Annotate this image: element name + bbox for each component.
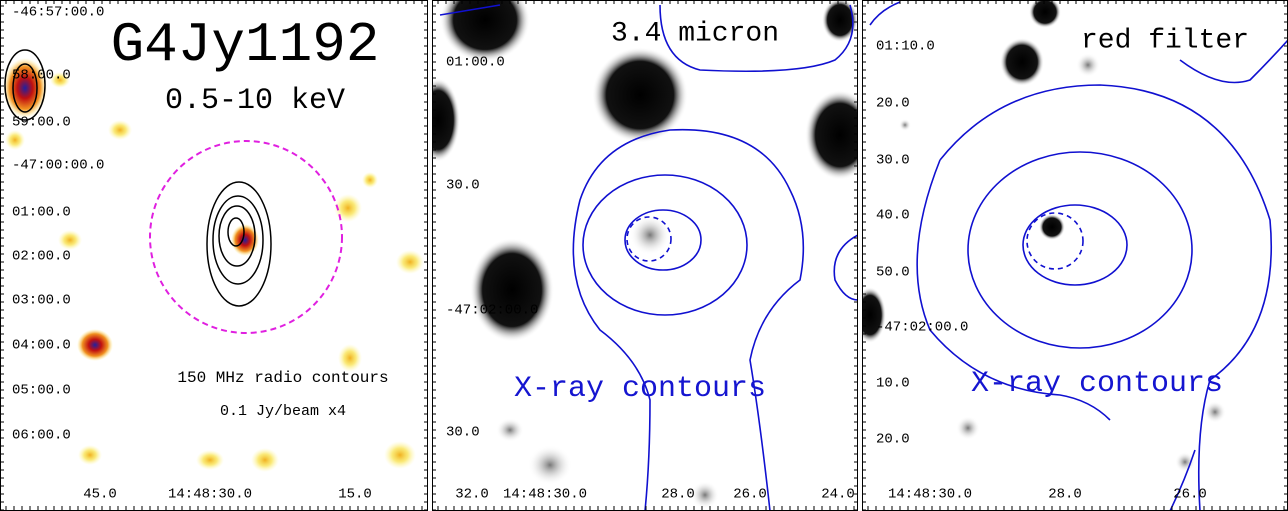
x-tick-label: 28.0 [1048,487,1082,503]
x-tick-label: 32.0 [455,487,489,503]
x-tick-label: 26.0 [733,487,767,503]
y-tick-label: 58:00.0 [12,68,71,84]
y-tick-label: 02:00.0 [12,249,71,265]
y-tick-label: 30.0 [446,178,480,194]
y-tick-label: -47:02:00.0 [876,320,968,336]
y-tick-label: -47:02:00.0 [446,303,538,319]
y-tick-label: 30.0 [876,153,910,169]
figure: -46:57:00.0 58:00.0 59:00.0 -47:00:00.0 01:0… [0,0,1288,511]
infrared-panel [416,0,875,511]
panel-title: G4Jy1192 [111,13,380,77]
y-tick-label: -47:00:00.0 [12,158,104,174]
annotation: X-ray contours [971,367,1223,401]
x-tick-label: 24.0 [821,487,855,503]
panel-subtitle: 0.5-10 keV [165,84,345,118]
y-tick-label: 01:10.0 [876,39,935,55]
y-tick-label: 40.0 [876,208,910,224]
y-tick-label: 03:00.0 [12,293,71,309]
panel-title: 3.4 micron [611,18,779,49]
annotation: 150 MHz radio contours [177,369,388,387]
x-tick-label: 15.0 [338,487,372,503]
y-tick-label: 30.0 [446,425,480,441]
annotation: X-ray contours [514,372,766,406]
x-tick-label: 14:48:30.0 [168,487,252,503]
y-tick-label: 20.0 [876,96,910,112]
y-tick-label: 50.0 [876,265,910,281]
y-tick-label: -46:57:00.0 [12,5,104,21]
y-tick-label: 01:00.0 [446,55,505,71]
y-tick-label: 59:00.0 [12,115,71,131]
panel-title: red filter [1081,25,1249,56]
y-tick-label: 04:00.0 [12,338,71,354]
y-tick-label: 20.0 [876,432,910,448]
x-tick-label: 26.0 [1173,487,1207,503]
x-tick-label: 14:48:30.0 [888,487,972,503]
x-tick-label: 28.0 [661,487,695,503]
x-tick-label: 14:48:30.0 [503,487,587,503]
annotation: 0.1 Jy/beam x4 [220,403,346,420]
y-tick-label: 06:00.0 [12,428,71,444]
y-tick-label: 01:00.0 [12,205,71,221]
page: -46:57:00.0 58:00.0 59:00.0 -47:00:00.0 01:0… [0,0,1288,511]
y-tick-label: 10.0 [876,376,910,392]
y-tick-label: 05:00.0 [12,383,71,399]
optical-panel [854,0,1288,511]
x-tick-label: 45.0 [83,487,117,503]
